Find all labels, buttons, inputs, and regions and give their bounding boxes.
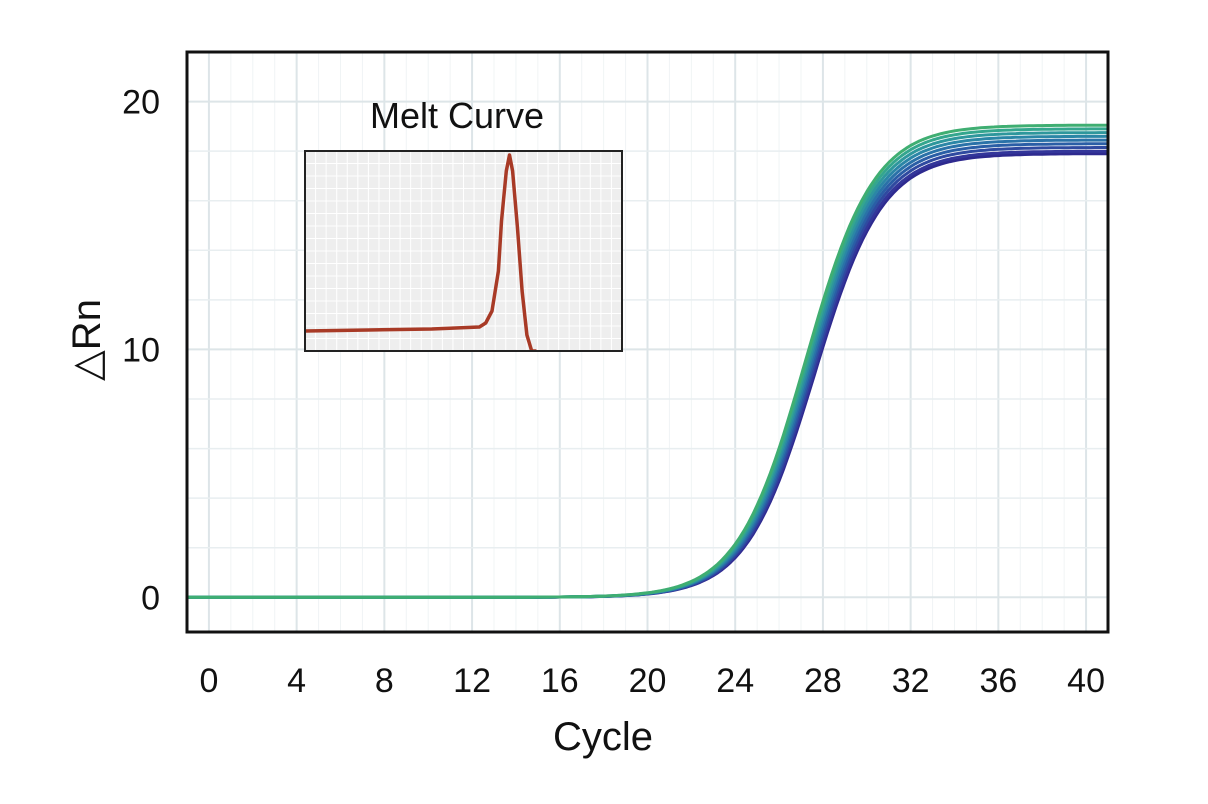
y-tick-label: 0 [141,579,160,617]
inset-title: Melt Curve [370,95,544,136]
x-axis-title: Cycle [553,715,653,759]
x-tick-label: 20 [629,662,667,700]
x-tick-label: 0 [199,662,218,700]
inset-grid [305,151,622,351]
x-tick-label: 24 [716,662,754,700]
x-tick-label: 40 [1067,662,1105,700]
melt-curve-line [305,153,537,351]
x-tick-label: 32 [892,662,930,700]
x-axis-ticks: 0 4 8 12 16 20 24 28 32 36 40 [199,662,1105,700]
y-axis-title: △Rn [65,299,109,381]
series-line-9 [187,123,1108,599]
y-tick-label: 10 [122,331,160,369]
y-axis-ticks: 0 10 20 [122,84,160,618]
plot-frame [185,50,1110,634]
x-tick-label: 4 [287,662,306,700]
y-tick-label: 20 [122,84,160,122]
x-tick-label: 16 [541,662,579,700]
x-tick-label: 28 [804,662,842,700]
amplification-curves [187,123,1108,599]
x-tick-label: 36 [979,662,1017,700]
melt-curve [305,153,537,351]
x-tick-label: 12 [453,662,491,700]
inset-frame [304,150,623,352]
x-tick-label: 8 [375,662,394,700]
